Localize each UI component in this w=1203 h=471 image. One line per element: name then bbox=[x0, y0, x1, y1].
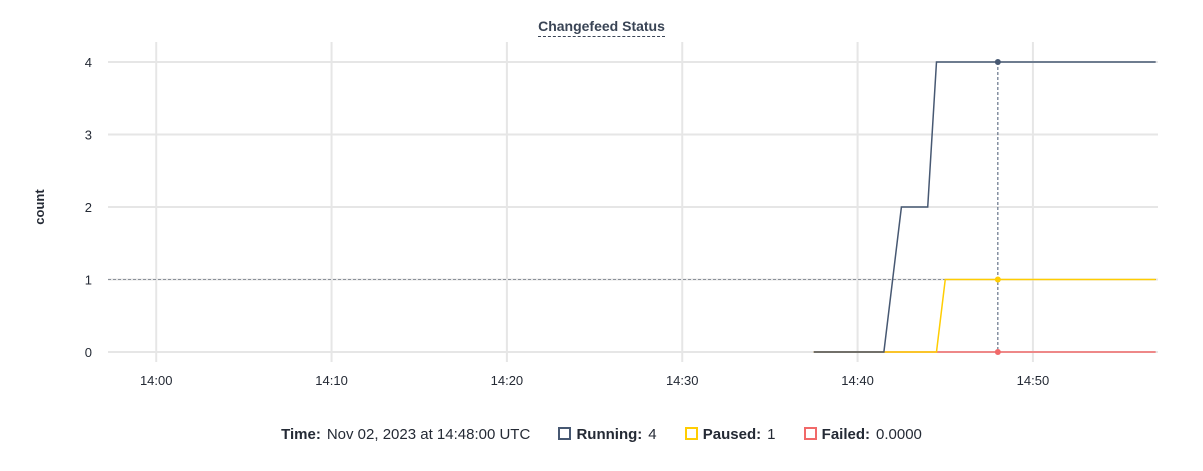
y-tick-label: 4 bbox=[85, 55, 92, 70]
legend-value: 0.0000 bbox=[876, 425, 922, 443]
legend-time: Time: Nov 02, 2023 at 14:48:00 UTC bbox=[281, 426, 530, 443]
legend-item-failed[interactable]: Failed: 0.0000 bbox=[803, 425, 922, 443]
legend-value: 4 bbox=[648, 425, 657, 443]
y-tick-label: 1 bbox=[85, 273, 92, 288]
x-tick-label: 14:30 bbox=[666, 373, 699, 388]
legend-item-running[interactable]: Running: 4 bbox=[558, 425, 657, 443]
running-swatch bbox=[558, 426, 572, 440]
legend-label: Running: bbox=[576, 425, 643, 443]
hover-point-running bbox=[994, 59, 1001, 65]
y-axis-label: count bbox=[32, 189, 47, 225]
chart-title-text: Changefeed Status bbox=[538, 18, 665, 37]
x-tick-label: 14:40 bbox=[841, 373, 874, 388]
x-tick-label: 14:00 bbox=[140, 373, 173, 388]
legend-label: Paused: bbox=[702, 425, 762, 443]
time-label: Time: bbox=[281, 425, 321, 443]
x-tick-label: 14:20 bbox=[491, 373, 524, 388]
hover-point-failed bbox=[994, 349, 1001, 355]
x-tick-label: 14:50 bbox=[1017, 373, 1050, 388]
legend: Time: Nov 02, 2023 at 14:48:00 UTC Runnin… bbox=[0, 425, 1203, 443]
legend-value: 1 bbox=[767, 425, 776, 443]
y-tick-label: 3 bbox=[85, 128, 92, 143]
series-line-running bbox=[813, 61, 1156, 353]
legend-label: Failed: bbox=[821, 425, 871, 443]
hover-point-paused bbox=[994, 276, 1001, 283]
failed-swatch bbox=[803, 426, 817, 440]
legend-item-paused[interactable]: Paused: 1 bbox=[684, 425, 776, 443]
chart-title: Changefeed Status bbox=[0, 18, 1203, 37]
time-value: Nov 02, 2023 at 14:48:00 UTC bbox=[326, 425, 531, 443]
series-line-paused bbox=[813, 278, 1156, 353]
y-tick-label: 2 bbox=[85, 200, 92, 215]
x-tick-label: 14:10 bbox=[315, 373, 348, 388]
y-tick-label: 0 bbox=[85, 345, 92, 360]
paused-swatch bbox=[684, 426, 698, 440]
